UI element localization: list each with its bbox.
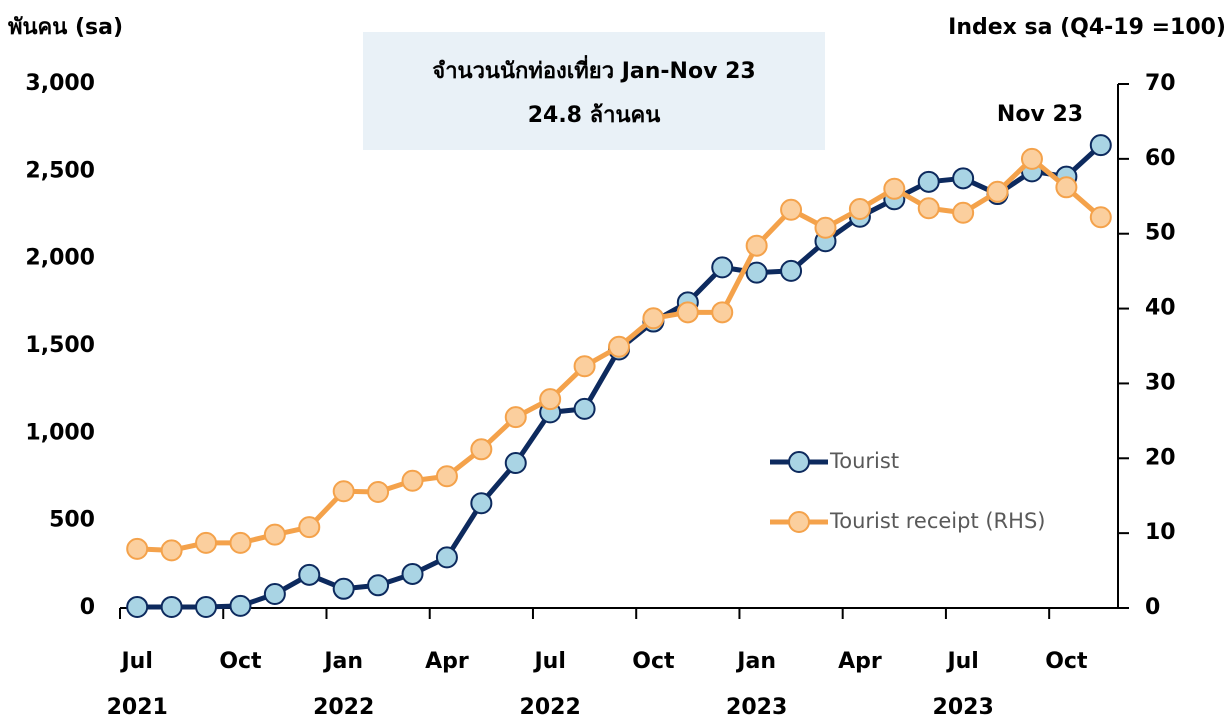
point xyxy=(780,259,803,282)
point xyxy=(1089,206,1112,229)
point xyxy=(435,546,458,569)
point xyxy=(676,301,699,324)
point xyxy=(539,388,562,411)
y2-tick-label: 70 xyxy=(1145,71,1176,96)
point xyxy=(711,301,734,324)
y2-tick-label: 50 xyxy=(1145,221,1176,246)
point xyxy=(263,523,286,546)
point xyxy=(229,594,252,617)
y2-tick-label: 10 xyxy=(1145,520,1176,545)
point xyxy=(745,234,768,257)
x-year-label: 2022 xyxy=(520,695,581,720)
point xyxy=(814,216,837,239)
y-tick-label: 1,500 xyxy=(25,333,95,358)
point xyxy=(332,480,355,503)
point xyxy=(917,170,940,193)
point xyxy=(780,198,803,221)
y2-tick-label: 30 xyxy=(1145,370,1176,395)
y2-axis-title: Index sa (Q4-19 =100) xyxy=(948,15,1226,40)
point xyxy=(470,438,493,461)
point xyxy=(367,480,390,503)
x-year-label: 2021 xyxy=(107,695,168,720)
point xyxy=(745,261,768,284)
point xyxy=(883,177,906,200)
y2-tick-label: 60 xyxy=(1145,146,1176,171)
point xyxy=(195,531,218,554)
point xyxy=(917,197,940,220)
x-tick-label: Jul xyxy=(945,649,978,674)
point xyxy=(608,335,630,358)
point xyxy=(332,577,355,600)
x-tick-label: Apr xyxy=(838,649,882,674)
point xyxy=(367,574,390,597)
point xyxy=(504,452,527,475)
y-tick-label: 500 xyxy=(49,508,95,533)
y-axis-title: พันคน (sa) xyxy=(8,15,123,40)
point xyxy=(952,201,975,224)
point xyxy=(126,537,149,560)
x-tick-label: Oct xyxy=(632,649,675,674)
point xyxy=(298,563,321,586)
legend-marker xyxy=(788,451,810,473)
y-tick-label: 1,000 xyxy=(25,420,95,445)
point xyxy=(642,307,665,330)
point xyxy=(504,406,527,429)
y2-tick-label: 0 xyxy=(1145,595,1160,620)
point xyxy=(848,198,871,221)
point xyxy=(195,595,218,618)
y2-tick-label: 20 xyxy=(1145,445,1176,470)
annotation-box xyxy=(363,32,825,150)
point xyxy=(1020,147,1043,170)
x-tick-label: Jul xyxy=(532,649,565,674)
point xyxy=(229,531,252,554)
x-tick-label: Jan xyxy=(735,649,776,674)
x-tick-label: Oct xyxy=(1045,649,1088,674)
point xyxy=(263,583,286,606)
legend-marker xyxy=(788,511,810,533)
legend-label: Tourist receipt (RHS) xyxy=(829,509,1045,533)
point xyxy=(573,397,596,420)
point xyxy=(573,355,596,378)
y2-tick-label: 40 xyxy=(1145,296,1176,321)
y-tick-label: 0 xyxy=(80,595,95,620)
point xyxy=(1055,176,1078,199)
legend-label: Tourist xyxy=(829,449,899,473)
y-tick-label: 2,000 xyxy=(25,246,95,271)
x-tick-label: Apr xyxy=(425,649,469,674)
x-year-label: 2023 xyxy=(726,695,787,720)
point xyxy=(952,167,975,190)
point xyxy=(401,562,424,585)
annotation: Nov 23 xyxy=(997,102,1083,127)
chart-subtitle: 24.8 ล้านคน xyxy=(528,103,661,128)
point xyxy=(1089,134,1112,157)
point xyxy=(160,539,183,562)
chart-title: จำนวนนักท่องเที่ยว Jan-Nov 23 xyxy=(432,54,755,84)
point xyxy=(986,180,1009,203)
x-tick-label: Jan xyxy=(322,649,363,674)
y-tick-label: 2,500 xyxy=(25,158,95,183)
point xyxy=(126,595,149,618)
x-year-label: 2022 xyxy=(313,695,374,720)
point xyxy=(435,465,458,488)
y-tick-label: 3,000 xyxy=(25,71,95,96)
point xyxy=(470,492,493,515)
point xyxy=(160,595,183,618)
x-year-label: 2023 xyxy=(933,695,994,720)
x-tick-label: Oct xyxy=(219,649,262,674)
point xyxy=(711,256,734,279)
point xyxy=(401,469,424,492)
x-tick-label: Jul xyxy=(120,649,153,674)
point xyxy=(298,516,321,539)
